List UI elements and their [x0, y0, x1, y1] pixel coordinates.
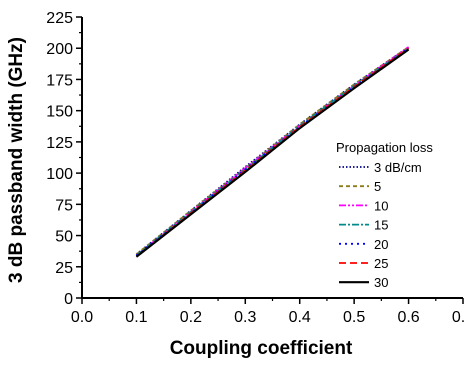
x-tick-label: 0.5 — [343, 309, 365, 326]
y-tick-label: 75 — [55, 197, 73, 214]
y-tick-label: 50 — [55, 229, 73, 246]
series-line-2 — [135, 46, 410, 256]
y-tick-label: 175 — [46, 72, 73, 89]
y-tick-label: 225 — [46, 10, 73, 27]
legend-label-6: 25 — [374, 256, 388, 271]
x-tick-label: 0.0 — [71, 309, 93, 326]
y-tick-label: 125 — [46, 135, 73, 152]
legend-title: Propagation loss — [336, 140, 433, 155]
y-tick-label: 200 — [46, 41, 73, 58]
y-tick-label: 100 — [46, 166, 73, 183]
legend-label-2: 5 — [374, 179, 381, 194]
legend-label-1: 3 dB/cm — [374, 160, 422, 175]
x-tick-label: 0.2 — [180, 309, 202, 326]
legend-label-5: 20 — [374, 237, 388, 252]
legend-label-3: 10 — [374, 198, 388, 213]
x-tick-label: 0.6 — [397, 309, 419, 326]
legend-label-4: 15 — [374, 218, 388, 233]
y-tick-label: 0 — [64, 291, 73, 308]
y-tick-label: 150 — [46, 104, 73, 121]
x-tick-label: 0.1 — [125, 309, 147, 326]
y-axis-title: 3 dB passband width (GHz) — [6, 37, 27, 283]
x-tick-label: 0.3 — [234, 309, 256, 326]
x-tick-label: 0.4 — [289, 309, 311, 326]
x-tick-label: 0.7 — [452, 309, 465, 326]
x-axis-title: Coupling coefficient — [170, 338, 353, 359]
legend-label-7: 30 — [374, 275, 388, 290]
series-line-7 — [135, 48, 410, 258]
y-tick-label: 25 — [55, 260, 73, 277]
